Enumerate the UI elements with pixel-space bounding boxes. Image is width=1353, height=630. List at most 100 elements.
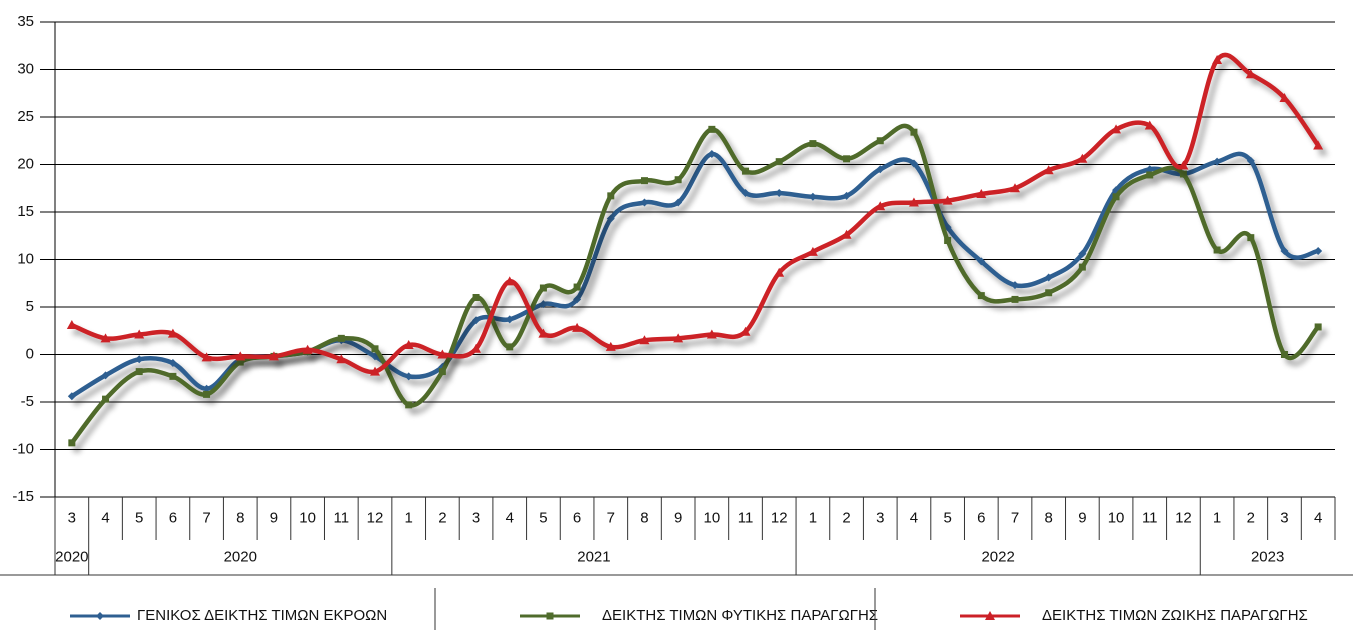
x-tick-label: 12 <box>367 509 384 526</box>
marker <box>807 246 818 256</box>
marker <box>1078 263 1086 271</box>
y-tick-label: 5 <box>26 298 34 315</box>
marker <box>100 333 111 343</box>
marker <box>1010 183 1020 193</box>
marker <box>1044 273 1053 282</box>
marker <box>302 344 313 354</box>
marker <box>674 198 683 207</box>
marker <box>706 329 717 339</box>
x-tick-label: 2 <box>1247 509 1255 526</box>
marker <box>910 128 918 136</box>
x-tick-label: 6 <box>169 509 177 526</box>
marker <box>1247 234 1255 242</box>
y-tick-label: 20 <box>17 155 34 172</box>
marker <box>134 329 145 339</box>
x-tick-label: 11 <box>738 509 754 526</box>
x-tick-label: 8 <box>1045 509 1053 526</box>
x-tick-label: 7 <box>202 509 210 526</box>
marker <box>268 351 279 361</box>
x-tick-label: 10 <box>1108 509 1125 526</box>
marker <box>67 392 76 401</box>
marker <box>977 292 985 300</box>
marker <box>707 150 716 159</box>
x-tick-label: 9 <box>1078 509 1086 526</box>
marker <box>1145 165 1154 174</box>
marker <box>607 192 615 200</box>
x-tick-label: 1 <box>405 509 413 526</box>
marker <box>235 351 246 361</box>
marker <box>876 165 885 174</box>
marker <box>1314 323 1322 331</box>
x-tick-label: 2 <box>842 509 850 526</box>
marker <box>742 167 750 175</box>
marker <box>203 390 211 398</box>
marker <box>102 395 110 403</box>
marker <box>741 189 750 197</box>
x-tick-label: 10 <box>299 509 316 526</box>
x-tick-label: 5 <box>539 509 547 526</box>
series-group <box>66 52 1324 376</box>
x-tick-label: 2 <box>438 509 446 526</box>
y-tick-label: 10 <box>17 250 34 267</box>
marker <box>775 158 783 166</box>
marker <box>1246 156 1255 165</box>
marker <box>546 612 554 620</box>
marker <box>1011 281 1019 290</box>
x-tick-label: 7 <box>1011 509 1019 526</box>
x-tick-label: 11 <box>1142 509 1158 526</box>
marker <box>808 192 817 201</box>
marker <box>1144 120 1155 130</box>
y-tick-label: 30 <box>17 60 34 77</box>
x-tick-label: 9 <box>674 509 682 526</box>
marker <box>201 352 212 362</box>
marker <box>471 343 482 353</box>
year-label: 2023 <box>1251 548 1284 565</box>
x-tick-label: 8 <box>236 509 244 526</box>
marker <box>68 439 76 447</box>
x-tick-label: 4 <box>910 509 918 526</box>
legend-label: ΔΕΙΚΤΗΣ ΤΙΜΩΝ ΦΥΤΙΚΗΣ ΠΑΡΑΓΩΓΗΣ <box>602 607 878 624</box>
x-tick-label: 4 <box>506 509 514 526</box>
marker <box>841 229 852 239</box>
x-tick-label: 4 <box>1314 509 1322 526</box>
marker <box>573 295 582 304</box>
marker <box>606 214 615 223</box>
marker <box>66 320 77 330</box>
marker <box>404 372 413 381</box>
x-tick-label: 6 <box>573 509 581 526</box>
marker <box>573 283 581 291</box>
marker <box>1043 165 1054 175</box>
marker <box>639 335 650 345</box>
x-tick-label: 3 <box>1280 509 1288 526</box>
marker <box>876 137 884 145</box>
marker <box>168 359 177 368</box>
x-tick-label: 8 <box>640 509 648 526</box>
marker <box>673 333 684 343</box>
marker <box>985 611 995 620</box>
x-tick-label: 1 <box>1213 509 1221 526</box>
marker <box>1111 124 1122 134</box>
marker <box>605 341 616 351</box>
y-tick-label: -10 <box>12 440 34 457</box>
marker <box>167 328 178 338</box>
marker <box>1011 295 1019 303</box>
marker <box>1178 160 1189 170</box>
marker <box>875 201 886 211</box>
marker <box>336 354 347 364</box>
y-tick-label: 15 <box>17 203 34 220</box>
marker <box>236 358 244 366</box>
marker <box>1213 246 1221 254</box>
marker <box>708 125 716 133</box>
y-tick-label: -5 <box>21 393 34 410</box>
marker <box>438 368 446 376</box>
marker <box>1280 246 1289 255</box>
x-tick-label: 5 <box>943 509 951 526</box>
marker <box>472 316 481 325</box>
marker <box>1146 171 1154 179</box>
marker <box>640 177 648 185</box>
marker <box>538 328 549 338</box>
marker <box>371 345 379 353</box>
marker <box>437 349 448 359</box>
x-tick-label: 5 <box>135 509 143 526</box>
